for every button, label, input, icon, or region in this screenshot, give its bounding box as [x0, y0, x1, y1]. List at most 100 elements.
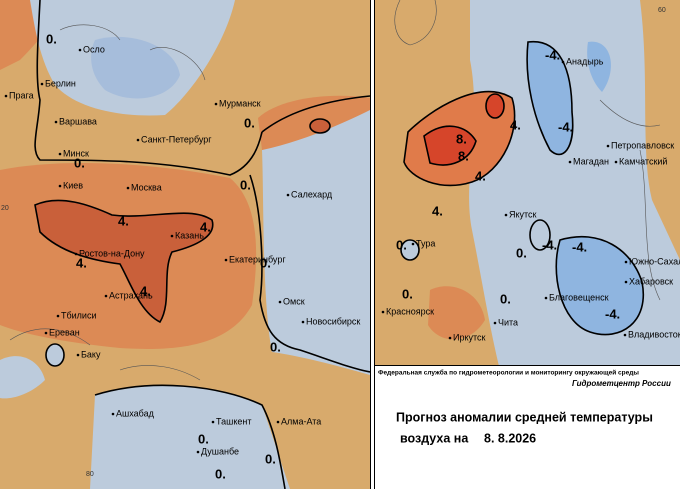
cool-core: [91, 36, 180, 99]
city-dot: [568, 160, 572, 164]
contour-label: 0.: [215, 466, 226, 481]
city-label: Омск: [283, 296, 305, 306]
city-label: Осло: [83, 44, 105, 54]
city-dot: [448, 336, 452, 340]
isotherm: [400, 239, 420, 261]
title: Прогноз аномалии средней температуры: [396, 410, 653, 424]
city-label: Минск: [63, 148, 89, 158]
city-dot: [286, 193, 290, 197]
grid-label: 20: [1, 205, 9, 212]
city-dot: [136, 138, 140, 142]
city-dot: [623, 333, 627, 337]
agency: Федеральная служба по гидрометеорологии …: [378, 369, 639, 377]
cool-spot: [45, 343, 65, 367]
city-label: Берлин: [45, 78, 76, 88]
isotherm: [485, 93, 505, 119]
title: воздуха на: [400, 431, 469, 445]
contour-label: 0.: [500, 291, 511, 306]
coastline: [394, 0, 661, 301]
center-name: Гидрометцентр России: [572, 379, 671, 388]
city-label: Душанбе: [201, 446, 239, 456]
contour-label: 0.: [46, 31, 57, 46]
coastline: [9, 24, 206, 381]
city-label: Ростов-на-Дону: [79, 248, 145, 258]
city-dot: [561, 60, 565, 64]
city-dot: [278, 300, 282, 304]
contour-label: 4.: [76, 255, 87, 270]
city-label: Владивосток: [628, 329, 680, 339]
city-dot: [381, 310, 385, 314]
contour-label: 0.: [260, 255, 271, 270]
city-label: Магадан: [573, 156, 609, 166]
city-label: Киев: [63, 180, 83, 190]
city-label: Москва: [131, 182, 162, 192]
grid-label: 60: [658, 7, 666, 14]
city-dot: [4, 94, 8, 98]
city-dot: [624, 260, 628, 264]
city-dot: [276, 420, 280, 424]
city-dot: [126, 186, 130, 190]
city-label: Анадырь: [566, 56, 604, 66]
city-dot: [544, 296, 548, 300]
city-dot: [624, 280, 628, 284]
warm-core: [35, 200, 213, 322]
city-label: Камчатский: [619, 156, 667, 166]
city-label: Якутск: [509, 209, 537, 219]
contour-label: 0.: [240, 177, 251, 192]
city-label: Казань: [175, 230, 204, 240]
cool-core: [587, 41, 611, 92]
isotherm: [309, 118, 331, 134]
isotherm: [34, 199, 214, 324]
city-dot: [606, 144, 610, 148]
contour-label: 4.: [510, 117, 521, 132]
city-label: Чита: [498, 317, 518, 327]
city-label: Екатеринбург: [229, 254, 286, 264]
contour-label: 0.: [270, 339, 281, 354]
city-dot: [74, 252, 78, 256]
isotherm: [34, 0, 263, 176]
cool-area: [262, 105, 370, 375]
city-label: Мурманск: [219, 98, 261, 108]
city-dot: [170, 234, 174, 238]
cool-area: [90, 385, 290, 489]
city-label: Тбилиси: [61, 310, 97, 320]
city-label: Алма-Ата: [281, 416, 321, 426]
contour-label: -4.: [545, 47, 560, 62]
warm-core: [486, 94, 504, 118]
city-dot: [211, 420, 215, 424]
warm-area: [428, 286, 485, 340]
isotherm: [529, 219, 551, 251]
city-dot: [44, 331, 48, 335]
city-dot: [56, 314, 60, 318]
contour-label: 4.: [118, 213, 129, 228]
isotherm: [94, 384, 286, 489]
isotherm: [423, 125, 477, 166]
isotherm: [249, 174, 370, 373]
city-label: Санкт-Петербург: [141, 134, 212, 144]
caption-box: [375, 365, 680, 489]
city-label: Астрахань: [109, 290, 153, 300]
contour-label: 8.: [458, 148, 469, 163]
city-dot: [301, 320, 305, 324]
contour-label: 4.: [475, 168, 486, 183]
date: 8. 8.2026: [484, 431, 536, 445]
city-dot: [493, 321, 497, 325]
contour-label: 0.: [265, 451, 276, 466]
contour-label: 0.: [198, 431, 209, 446]
contour-label: 8.: [456, 131, 467, 146]
city-dot: [58, 152, 62, 156]
cool-area: [0, 356, 45, 399]
city-dot: [504, 213, 508, 217]
cool-spot: [401, 240, 419, 260]
city-dot: [196, 450, 200, 454]
city-label: Прага: [9, 90, 34, 100]
city-label: Варшава: [59, 116, 97, 126]
isotherm: [526, 40, 574, 156]
city-dot: [58, 184, 62, 188]
city-dot: [411, 242, 415, 246]
contour-label: -4.: [558, 119, 573, 134]
left-panel: [0, 0, 370, 489]
city-dot: [76, 353, 80, 357]
city-dot: [54, 120, 58, 124]
city-dot: [224, 258, 228, 262]
